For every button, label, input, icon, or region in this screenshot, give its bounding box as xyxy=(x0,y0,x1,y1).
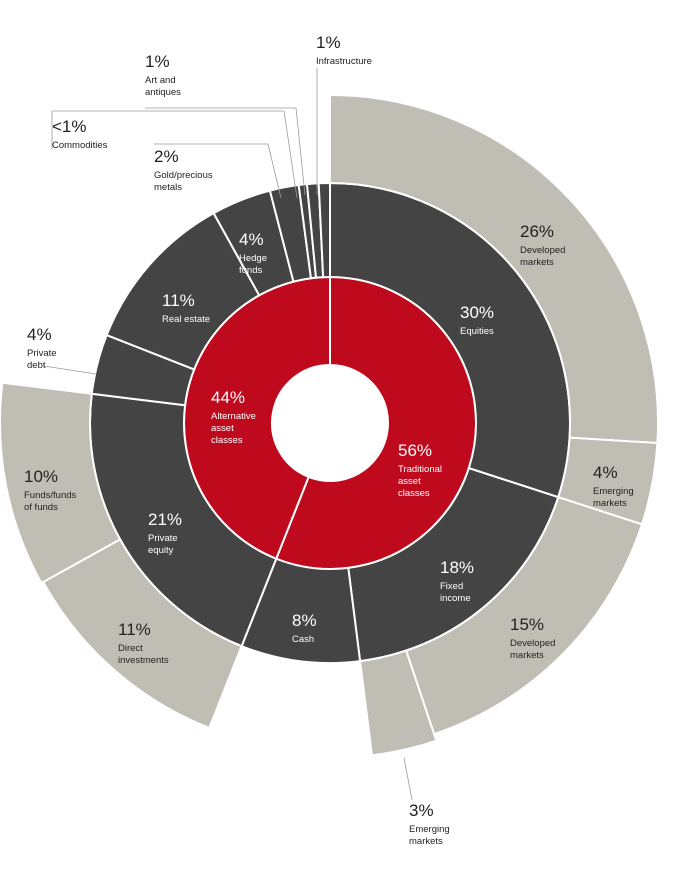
category-label-private-equity: Private xyxy=(148,533,178,544)
category-label-alternative: Alternative xyxy=(211,411,256,422)
center-hole xyxy=(272,365,388,481)
category-label-traditional: asset xyxy=(398,476,421,487)
category-label-fi-emerging: markets xyxy=(409,836,443,847)
outer-ring xyxy=(0,93,659,757)
outer-segment-pe-funds xyxy=(0,381,122,585)
value-label-cash: 8% xyxy=(292,611,317,630)
label-commodities: <1% Commodities xyxy=(52,117,108,151)
category-label-alternative: classes xyxy=(211,435,243,446)
category-label-eq-developed: Developed xyxy=(520,245,565,256)
category-label-fixed-income: Fixed xyxy=(440,581,463,592)
segment-labels: 56%Traditionalassetclasses44%Alternative… xyxy=(24,33,634,847)
category-label-equities: Equities xyxy=(460,326,494,337)
category-label-traditional: classes xyxy=(398,488,430,499)
category-label-private-debt: Private xyxy=(27,348,57,359)
outer-segment-eq-developed xyxy=(329,93,659,445)
category-label-art: antiques xyxy=(145,87,181,98)
category-label-infrastructure: Infrastructure xyxy=(316,56,372,67)
outer-segment-fi-emerging xyxy=(358,649,438,757)
leader-line-private-debt xyxy=(43,365,97,375)
value-label-eq-developed: 26% xyxy=(520,222,554,241)
category-label-art: Art and xyxy=(145,75,176,86)
middle-ring xyxy=(89,181,572,664)
category-label-pe-funds: Funds/funds xyxy=(24,490,77,501)
category-label-eq-emerging: Emerging xyxy=(593,486,634,497)
value-label-fi-emerging: 3% xyxy=(409,801,434,820)
middle-segment-infrastructure xyxy=(317,181,331,279)
inner-ring xyxy=(183,275,477,570)
category-label-gold: metals xyxy=(154,182,182,193)
value-label-alternative: 44% xyxy=(211,388,245,407)
value-label-pe-funds: 10% xyxy=(24,467,58,486)
value-label-art: 1% xyxy=(145,52,170,71)
leader-line-fi-emerging xyxy=(403,757,413,801)
label-equities: 30% Equities xyxy=(460,303,494,337)
label-cash: 8% Cash xyxy=(292,611,317,645)
category-label-eq-emerging: markets xyxy=(593,498,627,509)
leader-line-gold xyxy=(154,143,282,199)
category-label-private-equity: equity xyxy=(148,545,174,556)
category-label-pe-direct: investments xyxy=(118,655,169,666)
category-label-real-estate: Real estate xyxy=(162,314,210,325)
value-label-eq-emerging: 4% xyxy=(593,463,618,482)
category-label-traditional: Traditional xyxy=(398,464,442,475)
label-real-estate: 11% Real estate xyxy=(162,291,210,325)
leader-lines xyxy=(43,68,413,801)
category-label-cash: Cash xyxy=(292,634,314,645)
value-label-hedge-funds: 4% xyxy=(239,230,264,249)
category-label-private-debt: debt xyxy=(27,360,46,371)
category-label-fixed-income: income xyxy=(440,593,471,604)
value-label-traditional: 56% xyxy=(398,441,432,460)
value-label-private-debt: 4% xyxy=(27,325,52,344)
category-label-fi-emerging: Emerging xyxy=(409,824,450,835)
leader-line-art xyxy=(145,107,306,196)
value-label-fi-developed: 15% xyxy=(510,615,544,634)
category-label-gold: Gold/precious xyxy=(154,170,213,181)
category-label-pe-funds: of funds xyxy=(24,502,58,513)
category-label-hedge-funds: funds xyxy=(239,265,262,276)
value-label-commodities: <1% xyxy=(52,117,87,136)
category-label-alternative: asset xyxy=(211,423,234,434)
leader-line-commodities xyxy=(51,110,298,199)
category-label-fi-developed: Developed xyxy=(510,638,555,649)
category-label-pe-direct: Direct xyxy=(118,643,143,654)
value-label-gold: 2% xyxy=(154,147,179,166)
value-label-equities: 30% xyxy=(460,303,494,322)
category-label-commodities: Commodities xyxy=(52,140,108,151)
value-label-infrastructure: 1% xyxy=(316,33,341,52)
label-infrastructure: 1% Infrastructure xyxy=(316,33,372,67)
category-label-hedge-funds: Hedge xyxy=(239,253,267,264)
value-label-fixed-income: 18% xyxy=(440,558,474,577)
value-label-pe-direct: 11% xyxy=(118,620,151,639)
category-label-fi-developed: markets xyxy=(510,650,544,661)
value-label-private-equity: 21% xyxy=(148,510,182,529)
value-label-real-estate: 11% xyxy=(162,291,195,310)
category-label-eq-developed: markets xyxy=(520,257,554,268)
